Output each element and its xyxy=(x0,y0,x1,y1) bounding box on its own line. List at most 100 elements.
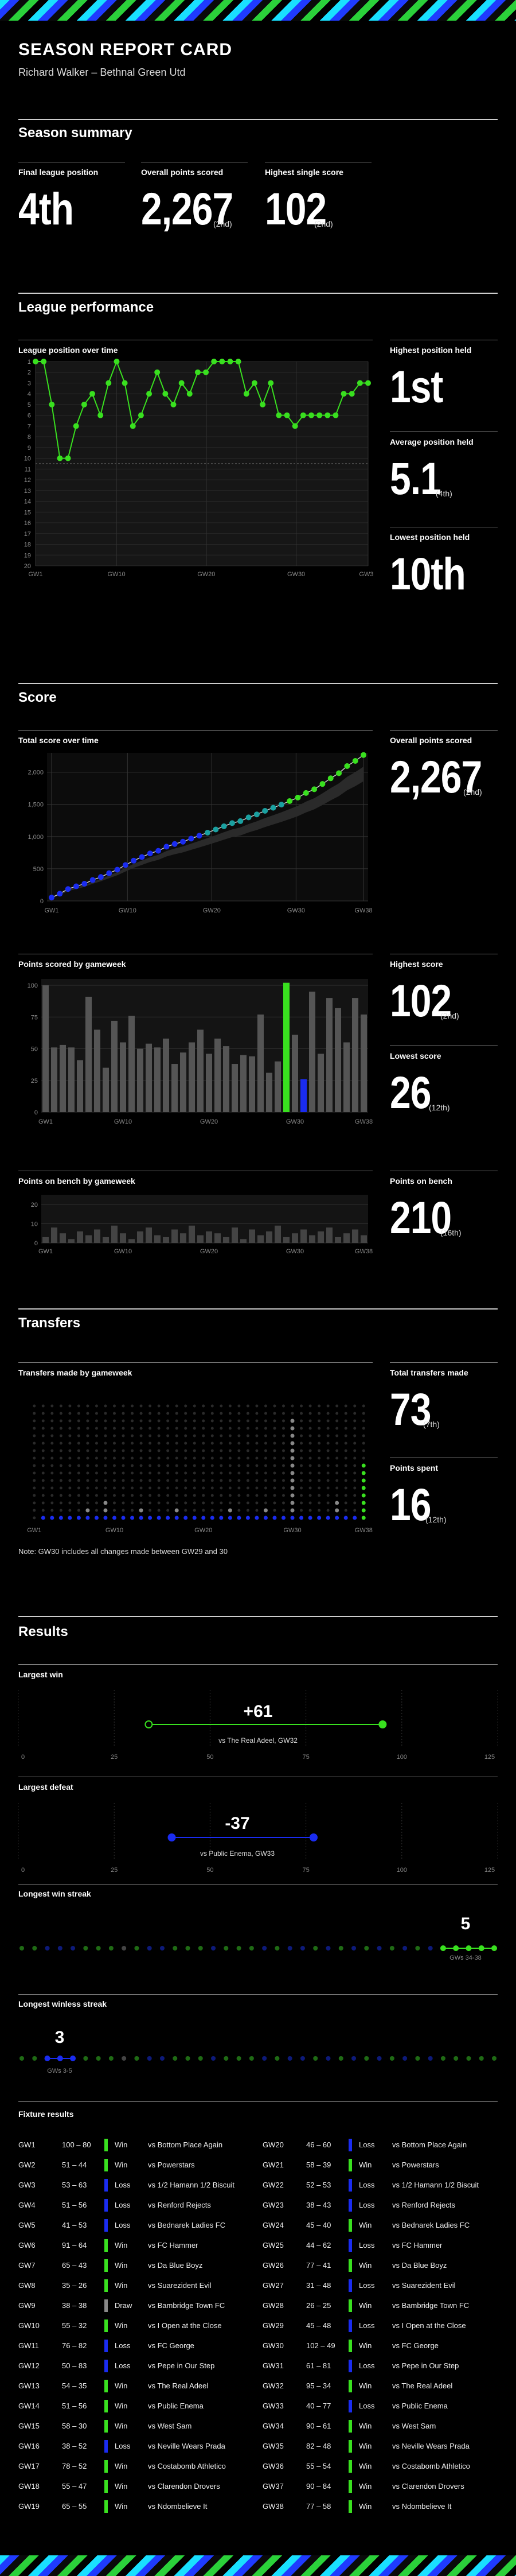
transfer-slot xyxy=(353,1412,357,1415)
y-tick-label: 13 xyxy=(24,488,31,495)
transfer-dot xyxy=(85,1508,90,1513)
streak-dot xyxy=(287,1946,292,1951)
fixture-result-marker xyxy=(349,2460,352,2473)
transfer-slot xyxy=(59,1479,62,1482)
fixture-score: 45 – 40 xyxy=(306,2221,331,2229)
score-point xyxy=(147,850,153,857)
transfer-dot xyxy=(290,1441,295,1446)
transfer-slot xyxy=(264,1419,267,1423)
highest-position-value: 1st xyxy=(390,361,443,412)
streak-dot xyxy=(32,2056,37,2061)
y-tick-label: 1 xyxy=(28,359,31,366)
y-tick-label: 17 xyxy=(24,531,31,538)
transfer-slot xyxy=(264,1434,267,1437)
transfer-slot xyxy=(184,1501,187,1505)
transfer-slot xyxy=(59,1404,62,1408)
fixture-score: 65 – 43 xyxy=(62,2261,87,2270)
y-tick-label: 18 xyxy=(24,542,31,549)
bench-bar xyxy=(180,1233,186,1243)
transfer-slot xyxy=(41,1442,45,1445)
position-point xyxy=(162,391,169,397)
transfer-slot xyxy=(273,1501,276,1505)
score-point xyxy=(287,798,293,805)
transfer-slot xyxy=(184,1434,187,1437)
fixture-result-marker xyxy=(104,2480,108,2493)
gw-points-bar xyxy=(206,1054,212,1112)
transfer-slot xyxy=(50,1464,54,1467)
gw-points-bar xyxy=(318,1054,324,1112)
fixture-score: 77 – 41 xyxy=(306,2261,331,2270)
transfer-slot xyxy=(33,1427,36,1430)
transfer-slot xyxy=(86,1464,89,1467)
transfer-slot xyxy=(362,1456,365,1460)
win-streak-chart: 5 GWs 34-38 xyxy=(19,1914,497,1961)
position-point xyxy=(186,391,193,397)
largest-win-label: Largest win xyxy=(18,1670,63,1679)
fixture-gameweek: GW19 xyxy=(18,2502,40,2511)
fixture-opponent: vs Public Enema xyxy=(148,2402,204,2410)
transfer-slot xyxy=(335,1412,339,1415)
transfer-slot xyxy=(318,1449,321,1452)
fixture-result: Win xyxy=(359,2341,372,2350)
bench-bar xyxy=(51,1227,57,1243)
transfer-slot xyxy=(175,1479,178,1482)
streak-dot xyxy=(122,1946,127,1951)
transfer-slot xyxy=(353,1427,357,1430)
transfer-slot xyxy=(282,1412,285,1415)
transfer-slot xyxy=(86,1434,89,1437)
transfer-slot xyxy=(131,1509,134,1512)
fixture-row: GW11 76 – 82 Loss vs FC George xyxy=(18,2336,253,2356)
bench-bar xyxy=(85,1235,92,1243)
transfer-slot xyxy=(175,1412,178,1415)
fixture-opponent: vs Powerstars xyxy=(392,2161,439,2169)
transfer-slot xyxy=(157,1479,161,1482)
transfer-slot xyxy=(122,1479,125,1482)
fixture-result: Draw xyxy=(115,2301,132,2310)
transfer-slot xyxy=(264,1464,267,1467)
fixture-opponent: vs I Open at the Close xyxy=(148,2321,222,2330)
highest-single-value: 102 xyxy=(265,183,327,234)
transfer-slot xyxy=(210,1494,214,1497)
transfer-slot xyxy=(175,1471,178,1475)
y-tick-label: 7 xyxy=(28,423,31,430)
bench-bar xyxy=(94,1229,100,1243)
transfer-slot xyxy=(113,1509,116,1512)
x-tick-label: GW1 xyxy=(38,1248,53,1255)
gw-points-bar xyxy=(292,1035,298,1112)
transfer-dot xyxy=(361,1493,366,1498)
transfer-dot xyxy=(272,1516,277,1520)
fixture-gameweek: GW32 xyxy=(263,2381,284,2390)
transfer-slot xyxy=(95,1449,98,1452)
transfer-slot xyxy=(166,1501,170,1505)
transfer-dot xyxy=(353,1516,357,1520)
transfer-slot xyxy=(318,1404,321,1408)
fixture-opponent: vs 1/2 Hamann 1/2 Biscuit xyxy=(148,2181,235,2189)
fixture-row: GW28 26 – 25 Win vs Bambridge Town FC xyxy=(263,2295,498,2315)
transfer-slot xyxy=(308,1434,312,1437)
score-point xyxy=(188,836,194,842)
transfer-slot xyxy=(131,1412,134,1415)
transfer-slot xyxy=(33,1471,36,1475)
transfer-slot xyxy=(210,1404,214,1408)
transfer-slot xyxy=(104,1442,107,1445)
fixture-row: GW21 58 – 39 Win vs Powerstars xyxy=(263,2155,498,2175)
score-point xyxy=(303,790,309,796)
fixture-result-marker xyxy=(104,2340,108,2352)
transfer-slot xyxy=(157,1509,161,1512)
transfer-slot xyxy=(95,1456,98,1460)
transfer-slot xyxy=(139,1434,143,1437)
x-tick-label: GW20 xyxy=(194,1527,212,1534)
transfer-slot xyxy=(175,1427,178,1430)
transfer-slot xyxy=(157,1434,161,1437)
transfer-slot xyxy=(326,1501,330,1505)
x-tick-label: GW38 xyxy=(359,571,374,578)
transfer-slot xyxy=(104,1456,107,1460)
transfer-slot xyxy=(184,1464,187,1467)
transfer-slot xyxy=(228,1434,232,1437)
transfer-slot xyxy=(282,1486,285,1490)
range-endpoint xyxy=(378,1720,387,1728)
y-tick-label: 11 xyxy=(25,466,31,473)
transfer-slot xyxy=(113,1427,116,1430)
fixture-result: Win xyxy=(359,2261,372,2270)
fixture-result-marker xyxy=(349,2219,352,2232)
